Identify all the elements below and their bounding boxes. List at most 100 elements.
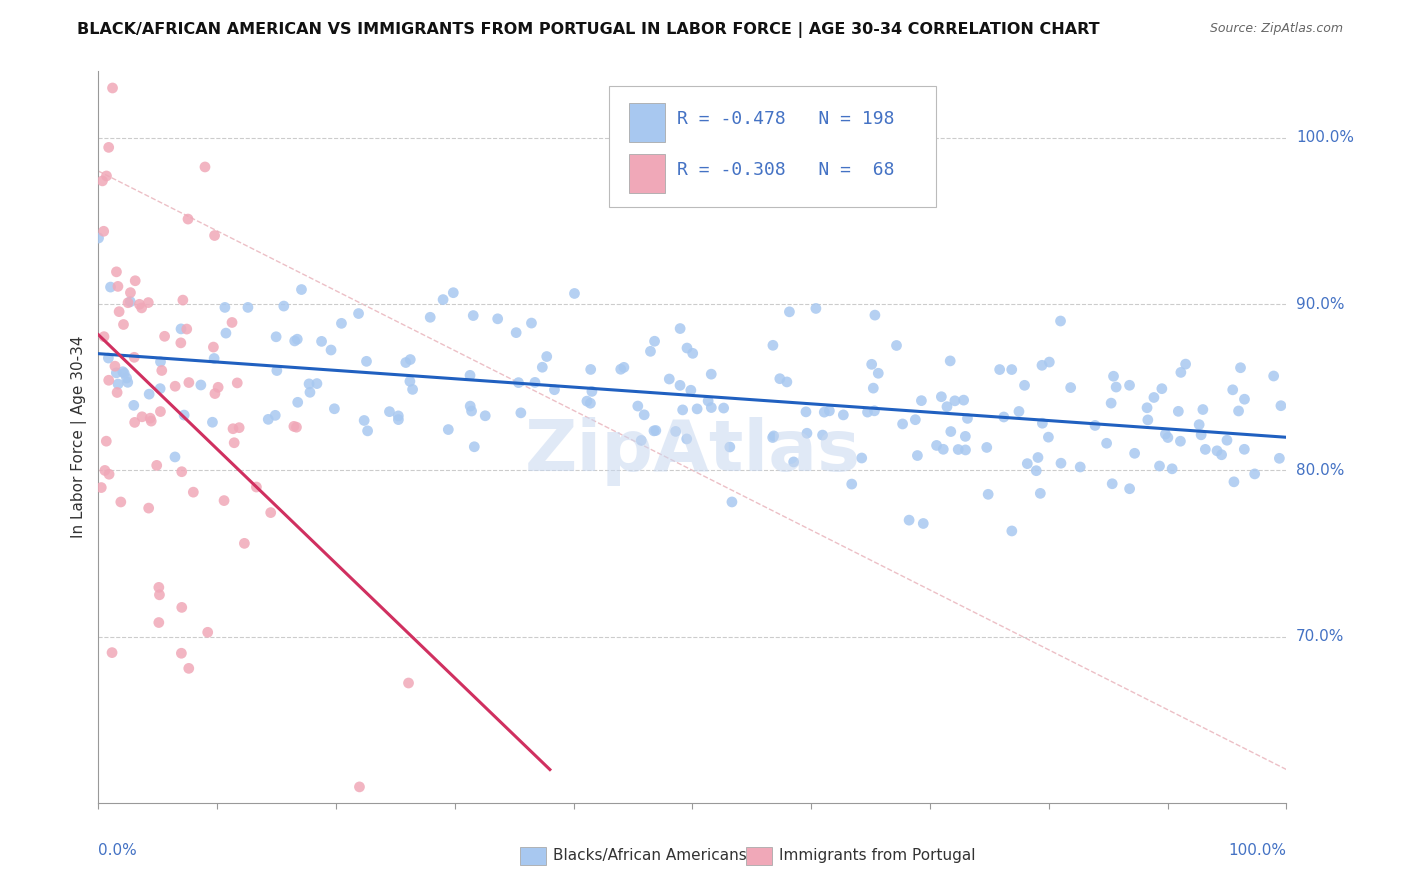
Point (630, 434, 652, 448)
Point (190, 378, 212, 392)
Point (1270, 399, 1292, 413)
Bar (630, 154, 665, 193)
Point (613, 360, 636, 375)
Point (1223, 475, 1246, 489)
Point (1017, 457, 1039, 471)
Point (170, 646, 193, 660)
Point (952, 393, 974, 408)
Point (658, 372, 681, 386)
Point (323, 401, 346, 416)
Point (486, 311, 509, 326)
Point (463, 309, 485, 323)
Point (509, 406, 531, 420)
Point (284, 334, 307, 348)
Point (117, 376, 139, 390)
Point (1161, 462, 1184, 476)
Text: R = -0.478   N = 198: R = -0.478 N = 198 (678, 110, 894, 128)
Text: Source: ZipAtlas.com: Source: ZipAtlas.com (1209, 22, 1343, 36)
Point (460, 404, 482, 418)
Point (97, 351, 120, 365)
Point (1243, 467, 1265, 481)
Point (165, 379, 187, 393)
Point (222, 422, 245, 436)
Point (236, 301, 259, 315)
Point (131, 409, 153, 424)
Point (851, 450, 873, 465)
Point (170, 600, 193, 615)
Point (633, 408, 655, 422)
Point (419, 310, 441, 325)
Point (298, 385, 321, 400)
Point (122, 351, 145, 365)
Point (956, 411, 979, 425)
Point (112, 318, 135, 332)
Point (117, 295, 139, 310)
Point (124, 274, 146, 288)
Point (148, 580, 170, 594)
Point (1123, 446, 1146, 460)
Point (150, 363, 173, 377)
Point (1143, 391, 1166, 405)
Point (153, 329, 176, 343)
Point (898, 513, 921, 527)
Point (1211, 448, 1233, 462)
Point (860, 357, 883, 371)
Point (138, 387, 160, 401)
Point (939, 425, 962, 439)
Point (145, 458, 167, 473)
Text: 100.0%: 100.0% (1229, 843, 1286, 858)
Point (93, 224, 115, 238)
Point (221, 316, 243, 330)
Point (1049, 314, 1071, 328)
Point (1222, 383, 1244, 397)
Point (257, 412, 280, 426)
Point (912, 516, 935, 531)
Text: Immigrants from Portugal: Immigrants from Portugal (779, 848, 976, 863)
Point (266, 363, 288, 377)
Point (141, 414, 163, 428)
Point (148, 588, 170, 602)
Point (399, 374, 422, 388)
Point (862, 381, 884, 395)
Point (1038, 355, 1060, 369)
Point (437, 423, 460, 437)
Point (202, 340, 225, 354)
Point (1095, 436, 1118, 450)
Point (782, 455, 804, 469)
Bar (520, 847, 547, 865)
Point (149, 355, 172, 369)
Text: 80.0%: 80.0% (1296, 463, 1344, 478)
Point (264, 409, 287, 423)
Point (1189, 427, 1212, 442)
Point (523, 376, 546, 390)
Point (458, 399, 481, 413)
Point (163, 450, 186, 464)
Point (283, 419, 305, 434)
Point (330, 316, 353, 330)
Point (101, 81, 124, 95)
Point (285, 332, 308, 346)
Point (665, 425, 688, 439)
Point (105, 265, 128, 279)
Point (1099, 396, 1122, 410)
Point (353, 413, 375, 427)
Point (107, 279, 129, 293)
Point (863, 308, 886, 322)
Point (778, 305, 800, 319)
Point (183, 485, 205, 500)
Point (762, 429, 785, 443)
Point (378, 404, 401, 418)
Point (531, 360, 554, 375)
Point (290, 283, 312, 297)
Point (832, 408, 855, 422)
Point (1105, 380, 1128, 394)
Point (226, 376, 249, 390)
Point (1025, 464, 1047, 478)
Point (627, 399, 650, 413)
Point (1233, 392, 1256, 407)
Point (128, 297, 150, 311)
Point (891, 417, 914, 431)
Point (177, 212, 200, 227)
Point (1050, 456, 1073, 470)
Point (260, 506, 283, 520)
